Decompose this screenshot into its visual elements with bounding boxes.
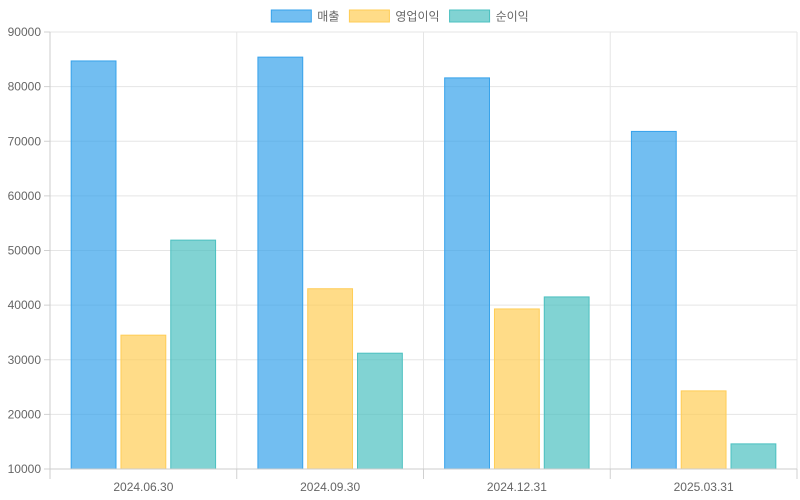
x-tick-label: 2024.12.31	[487, 480, 547, 494]
legend-swatch	[348, 9, 390, 23]
legend-label: 순이익	[496, 10, 529, 24]
bar-2-0[interactable]	[170, 239, 217, 470]
legend-label: 영업이익	[395, 10, 439, 24]
bar-2-1[interactable]	[357, 352, 403, 470]
legend-swatch	[270, 9, 312, 23]
bar-2-2[interactable]	[543, 296, 590, 470]
y-tick-label: 50000	[8, 244, 42, 258]
y-tick-label: 60000	[8, 189, 42, 203]
legend-swatch	[449, 9, 491, 23]
legend-item-1[interactable]: 영업이익	[348, 9, 440, 24]
legend-item-2[interactable]: 순이익	[449, 9, 529, 24]
tick-labels: 10000 20000 30000 40000 50000 60000 70000 80000…	[8, 25, 734, 494]
bar-1-3[interactable]	[680, 390, 727, 470]
bars	[70, 56, 777, 470]
y-tick-label: 80000	[8, 80, 42, 94]
axes	[44, 31, 798, 479]
bar-0-3[interactable]	[630, 130, 677, 470]
y-tick-label: 30000	[8, 353, 42, 367]
bar-1-1[interactable]	[307, 288, 354, 470]
bar-0-0[interactable]	[70, 60, 117, 470]
x-tick-label: 2025.03.31	[674, 480, 734, 494]
y-tick-label: 90000	[8, 25, 42, 39]
bar-1-0[interactable]	[120, 334, 167, 470]
y-tick-label: 40000	[8, 298, 42, 312]
y-tick-label: 70000	[8, 134, 42, 148]
bar-1-2[interactable]	[493, 308, 540, 470]
y-tick-label: 10000	[8, 462, 42, 476]
bar-0-2[interactable]	[444, 77, 490, 470]
y-tick-label: 20000	[8, 407, 42, 421]
legend-item-0[interactable]: 매출	[270, 9, 339, 24]
x-tick-label: 2024.09.30	[300, 480, 360, 494]
legend-label: 매출	[317, 10, 339, 24]
bar-2-3[interactable]	[730, 443, 777, 470]
legend: 매출 영업이익 순이익	[270, 9, 529, 24]
bar-0-1[interactable]	[257, 56, 304, 470]
x-tick-label: 2024.06.30	[113, 480, 173, 494]
grid	[49, 31, 798, 470]
